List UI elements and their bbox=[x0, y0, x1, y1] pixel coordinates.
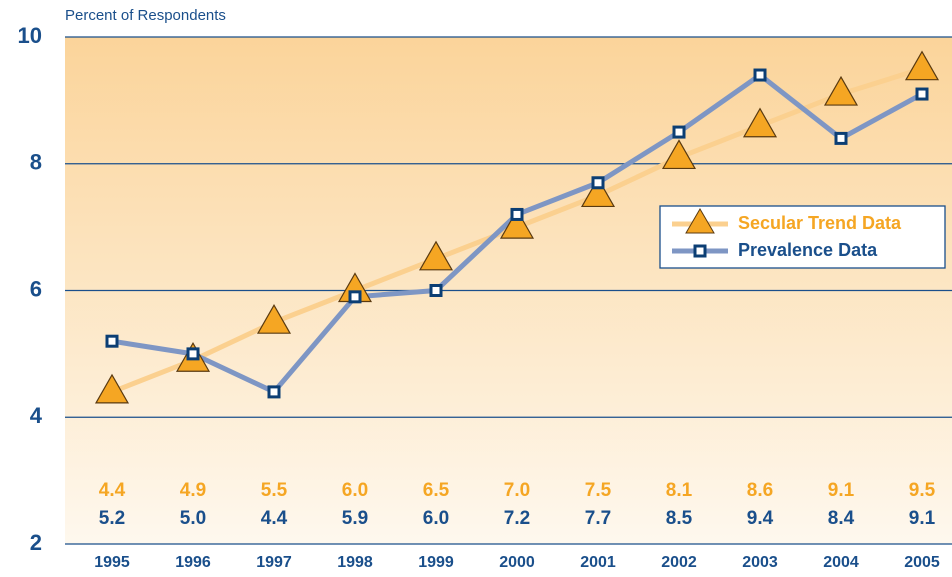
data-point bbox=[267, 385, 281, 399]
x-tick-label: 2005 bbox=[904, 554, 940, 571]
value-label: 6.5 bbox=[423, 480, 450, 501]
data-point bbox=[429, 284, 443, 297]
y-axis-label: Percent of Respondents bbox=[65, 7, 226, 24]
data-point bbox=[256, 303, 292, 334]
value-label: 6.0 bbox=[423, 508, 449, 529]
value-label: 6.0 bbox=[342, 480, 368, 501]
x-tick-label: 2003 bbox=[742, 554, 778, 571]
x-tick-label: 1996 bbox=[175, 554, 211, 571]
value-label: 8.1 bbox=[666, 480, 693, 501]
legend-box bbox=[659, 205, 946, 269]
data-point bbox=[823, 75, 859, 106]
value-label: 7.2 bbox=[504, 508, 530, 529]
y-tick-label: 4 bbox=[30, 403, 43, 428]
value-label: 7.5 bbox=[585, 480, 612, 501]
data-point bbox=[510, 207, 524, 221]
y-tick-label: 2 bbox=[30, 530, 42, 555]
x-tick-label: 1999 bbox=[418, 554, 454, 571]
data-point bbox=[904, 50, 940, 81]
legend-label: Prevalence Data bbox=[738, 240, 878, 260]
legend-label: Secular Trend Data bbox=[738, 213, 902, 233]
value-label: 4.4 bbox=[99, 480, 126, 501]
y-tick-label: 8 bbox=[30, 150, 42, 175]
value-label: 9.1 bbox=[828, 480, 855, 501]
x-tick-label: 1998 bbox=[337, 554, 373, 571]
value-label: 7.0 bbox=[504, 480, 530, 501]
value-label: 4.4 bbox=[261, 508, 288, 529]
value-label: 8.5 bbox=[666, 508, 693, 529]
value-label: 7.7 bbox=[585, 508, 611, 529]
y-tick-label: 10 bbox=[18, 23, 42, 48]
value-label: 8.4 bbox=[828, 508, 855, 529]
data-point bbox=[661, 139, 697, 170]
data-point bbox=[186, 347, 200, 361]
x-tick-label: 1997 bbox=[256, 554, 292, 571]
data-point bbox=[580, 177, 616, 208]
data-point bbox=[499, 208, 535, 239]
data-point bbox=[672, 125, 686, 139]
data-point bbox=[915, 87, 929, 101]
data-point bbox=[94, 373, 130, 404]
value-label: 9.5 bbox=[909, 480, 936, 501]
value-label: 9.1 bbox=[909, 508, 936, 529]
value-label: 5.2 bbox=[99, 508, 125, 529]
value-label: 4.9 bbox=[180, 480, 206, 501]
data-point bbox=[834, 131, 848, 145]
value-label: 9.4 bbox=[747, 508, 774, 529]
x-tick-label: 2002 bbox=[661, 554, 697, 571]
value-label: 8.6 bbox=[747, 480, 773, 501]
value-label: 5.9 bbox=[342, 508, 368, 529]
data-point bbox=[105, 334, 119, 348]
x-tick-label: 2004 bbox=[823, 554, 859, 571]
data-point bbox=[742, 107, 778, 138]
value-label: 5.5 bbox=[261, 480, 288, 501]
data-point bbox=[753, 68, 767, 82]
y-tick-label: 6 bbox=[30, 276, 42, 301]
legend-marker bbox=[685, 208, 715, 234]
x-tick-label: 1995 bbox=[94, 554, 130, 571]
data-point bbox=[348, 290, 362, 304]
x-tick-label: 2001 bbox=[580, 554, 616, 571]
value-label: 5.0 bbox=[180, 508, 206, 529]
data-point bbox=[591, 176, 605, 190]
legend-marker bbox=[693, 244, 707, 258]
x-tick-label: 2000 bbox=[499, 554, 535, 571]
data-point bbox=[418, 240, 454, 271]
